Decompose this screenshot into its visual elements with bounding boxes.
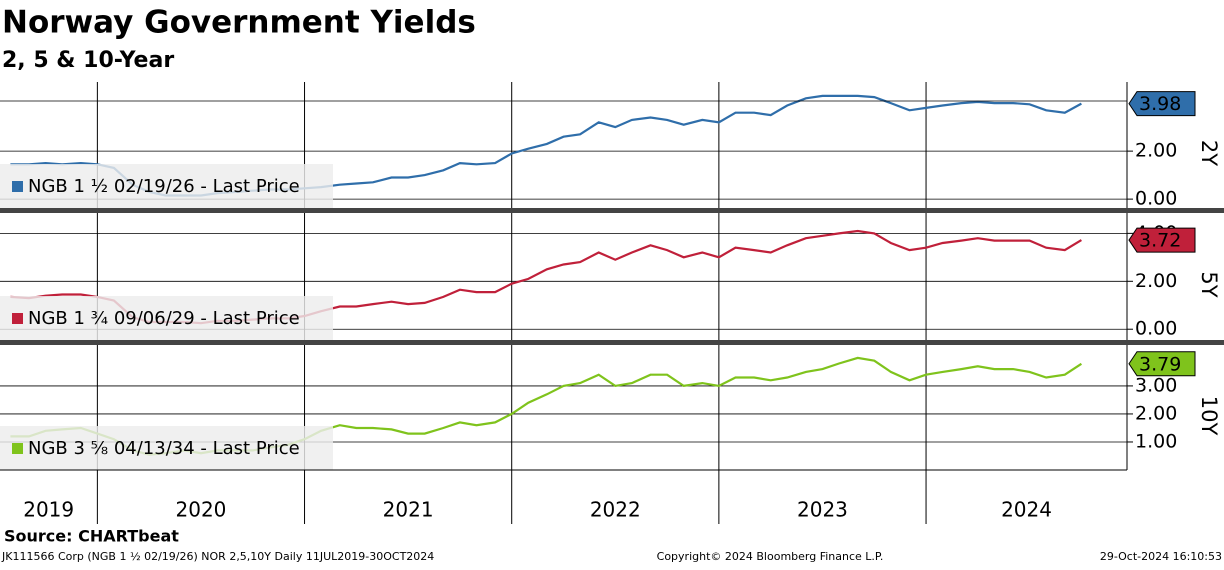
last-value-label: 3.79 — [1139, 353, 1181, 375]
legend-swatch — [12, 313, 23, 324]
legend-bg — [0, 296, 333, 340]
last-value-box — [1128, 91, 1196, 117]
footer-center: Copyright© 2024 Bloomberg Finance L.P. — [657, 550, 884, 563]
panel-divider — [0, 208, 1224, 213]
legend-bg — [0, 164, 333, 208]
x-tick-label: 2020 — [176, 498, 227, 522]
chart-subtitle: 2, 5 & 10-Year — [2, 48, 174, 73]
legend-label: NGB 3 ⅝ 04/13/34 - Last Price — [28, 438, 300, 459]
last-value-box — [1128, 351, 1196, 377]
y-tick-label: 2.00 — [1135, 402, 1177, 424]
y-tick-label: 3.00 — [1135, 374, 1177, 396]
y-tick-label: 0.00 — [1135, 318, 1177, 340]
x-tick-label: 2022 — [590, 498, 641, 522]
source: Source: CHARTbeat — [4, 527, 179, 546]
chart-title: Norway Government Yields — [2, 5, 476, 41]
legend-label: NGB 1 ½ 02/19/26 - Last Price — [28, 176, 300, 197]
x-tick-label: 2021 — [383, 498, 434, 522]
y-tick-label: 1.00 — [1135, 430, 1177, 452]
x-tick-label: 2024 — [1001, 498, 1052, 522]
legend-swatch — [12, 443, 23, 454]
axis-label: 2Y — [1197, 140, 1221, 166]
footer-right: 29-Oct-2024 16:10:53 — [1100, 550, 1222, 563]
last-value-box — [1128, 227, 1196, 253]
panel-divider — [0, 340, 1224, 345]
axis-label: 10Y — [1197, 396, 1221, 436]
legend-bg — [0, 426, 333, 470]
x-tick-label: 2023 — [797, 498, 848, 522]
y-tick-label: 2.00 — [1135, 140, 1177, 162]
y-tick-label: 2.00 — [1135, 270, 1177, 292]
x-tick-label: 2019 — [23, 498, 74, 522]
legend-swatch — [12, 181, 23, 192]
last-value-label: 3.98 — [1139, 93, 1181, 115]
axis-label: 5Y — [1197, 271, 1221, 297]
footer-left: JK111566 Corp (NGB 1 ½ 02/19/26) NOR 2,5… — [1, 550, 434, 563]
last-value-label: 3.72 — [1139, 230, 1181, 252]
legend-label: NGB 1 ¾ 09/06/29 - Last Price — [28, 308, 300, 329]
y-tick-label: 0.00 — [1135, 188, 1177, 210]
